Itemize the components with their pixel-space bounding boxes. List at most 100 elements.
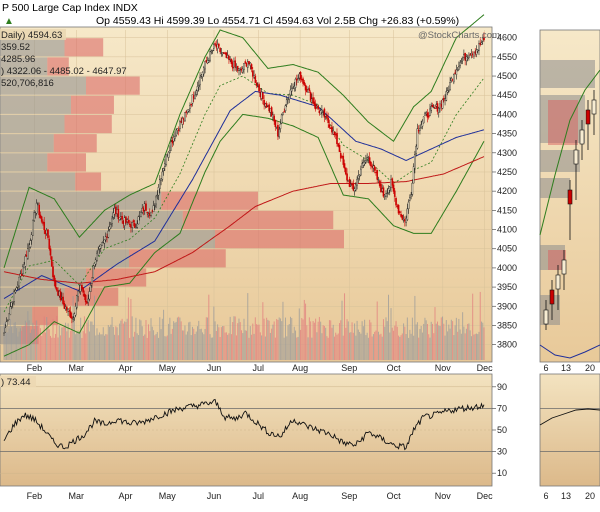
candle-body	[106, 236, 108, 238]
volume-bar	[16, 328, 18, 360]
volume-bar	[14, 321, 16, 360]
candle-body	[214, 43, 216, 45]
candle-body	[334, 134, 337, 136]
volume-bar	[478, 331, 480, 360]
volume-bar	[475, 333, 477, 360]
volume-bar	[249, 326, 251, 360]
volume-bar	[76, 331, 78, 360]
candle-body	[86, 301, 88, 304]
candle-body	[108, 226, 111, 230]
volume-bar	[452, 321, 454, 360]
candle-body	[324, 114, 327, 117]
candle-body	[182, 118, 185, 120]
candle-body	[121, 215, 123, 220]
volume-bar	[73, 318, 75, 360]
volume-bar	[359, 332, 361, 360]
volume-bar	[174, 322, 176, 360]
volume-bar	[431, 323, 433, 360]
rsi-axis: 10 30 50 70 90	[492, 382, 507, 478]
candle-body	[91, 277, 93, 284]
candle-body	[253, 74, 255, 78]
candle-body	[299, 72, 302, 80]
candle-body	[446, 90, 449, 93]
volume-bar	[330, 320, 332, 360]
candle-body	[377, 178, 380, 181]
candle-body	[450, 77, 453, 82]
volume-bar	[13, 322, 15, 360]
volume-bar	[244, 330, 246, 360]
candle-body	[48, 238, 51, 249]
volume-bar	[298, 308, 300, 360]
volume-bar	[418, 337, 420, 360]
vbp-bar-down	[161, 191, 258, 210]
candle-body	[471, 54, 474, 56]
candle-body	[22, 266, 24, 274]
candle-body	[162, 168, 165, 172]
candle-body	[156, 194, 159, 196]
candle-body	[127, 219, 130, 223]
volume-bar	[58, 325, 60, 360]
vbp-bar-up	[0, 57, 48, 76]
volume-bar	[271, 328, 273, 360]
candle-body	[219, 47, 221, 53]
candle-body	[102, 241, 105, 243]
candle-body	[407, 201, 410, 209]
volume-bar	[70, 330, 72, 360]
volume-bar	[68, 337, 70, 360]
rsi-tick-label: 50	[497, 425, 507, 435]
volume-bar	[413, 335, 415, 360]
candle-body	[269, 108, 272, 113]
candle-body	[241, 68, 244, 73]
volume-bar	[239, 322, 241, 360]
candle-body	[393, 190, 396, 197]
candle-body	[113, 208, 116, 215]
volume-bar	[242, 333, 244, 360]
volume-bar	[185, 334, 187, 360]
candle-body	[152, 205, 155, 212]
volume-bar	[213, 306, 215, 360]
volume-bar	[344, 293, 346, 360]
volume-bar	[234, 316, 236, 360]
volume-bar	[26, 322, 28, 360]
volume-bar	[345, 327, 347, 360]
volume-bar	[254, 317, 256, 360]
month-axis-bottom: Feb Mar Apr May Jun Jul Aug Sep Oct Nov Dec	[27, 491, 493, 501]
weekly-chart-panel: 6 6 13 13 20 20	[539, 29, 600, 501]
volume-bar	[204, 328, 206, 360]
candle-body	[362, 162, 365, 166]
volume-bar	[92, 324, 94, 360]
candle-body	[459, 62, 461, 67]
candle-body	[466, 57, 469, 59]
candle-body	[141, 207, 144, 213]
candle-body	[184, 112, 186, 122]
candle-body	[451, 79, 454, 81]
overlay-lines	[3, 14, 485, 357]
volume-bar	[217, 324, 219, 360]
volume-bar	[31, 329, 33, 360]
candle-body	[17, 284, 19, 288]
volume-bar	[262, 302, 264, 360]
candle-body	[223, 52, 225, 54]
volume-bar	[229, 316, 231, 360]
candle-body	[174, 136, 176, 139]
candle-body	[283, 111, 286, 113]
volume-bar	[449, 328, 451, 360]
volume-bar	[307, 337, 309, 360]
volume-bar	[332, 324, 334, 360]
candle-body	[224, 52, 226, 55]
volume-bar	[134, 331, 136, 360]
volume-bar	[210, 337, 212, 360]
candle-body	[396, 205, 399, 207]
volume-bar	[230, 334, 232, 360]
candle-body	[342, 155, 345, 165]
weekly-vbp-bar	[540, 150, 580, 172]
weekly-date-label: 20	[585, 491, 595, 501]
candle-body	[137, 216, 140, 225]
volume-bar	[381, 336, 383, 360]
volume-bar	[88, 331, 90, 360]
candle-body	[202, 67, 205, 75]
month-label: Apr	[118, 363, 132, 373]
candle-body	[115, 206, 117, 214]
month-label: Mar	[69, 491, 85, 501]
candle-body	[68, 310, 71, 312]
